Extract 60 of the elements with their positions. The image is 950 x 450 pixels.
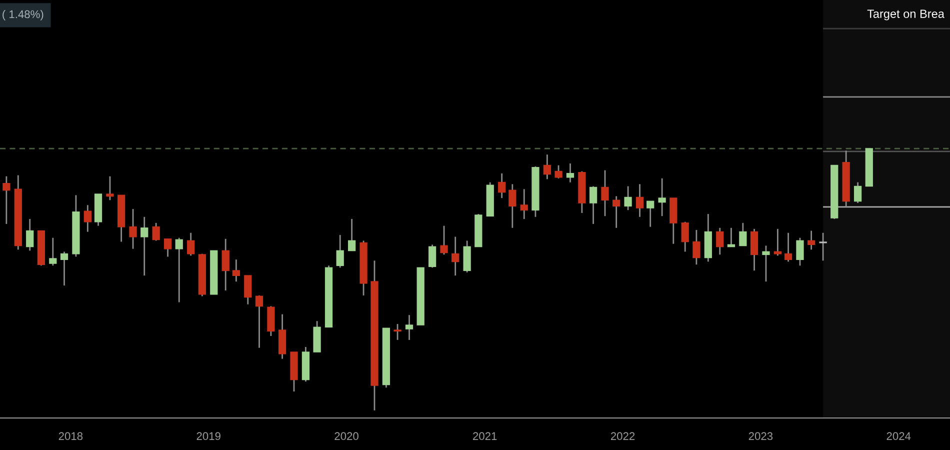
candlestick [244, 274, 252, 306]
candlestick [612, 196, 620, 229]
candlestick [739, 222, 747, 246]
candlestick [49, 237, 57, 266]
candlestick [508, 183, 516, 229]
candlestick [601, 170, 609, 217]
candlestick [222, 238, 230, 292]
candlestick [784, 232, 792, 262]
candlestick [543, 154, 551, 180]
candlestick [255, 294, 264, 348]
candlestick [681, 221, 689, 252]
candlestick [187, 232, 195, 256]
candlestick [129, 208, 137, 250]
x-tick-label: 2018 [58, 432, 83, 440]
candlestick [692, 229, 700, 266]
candlestick [819, 232, 827, 262]
candlestick [762, 244, 770, 282]
candlestick [164, 238, 172, 258]
candlestick [796, 237, 804, 266]
candlestick [26, 218, 34, 252]
candlestick [658, 178, 666, 217]
ref-line-label: Target on Brea [867, 10, 944, 20]
candlestick [2, 176, 10, 225]
candlestick [452, 236, 460, 276]
x-tick-label: 2023 [748, 432, 773, 440]
candlestick [84, 204, 92, 232]
candlestick [498, 172, 506, 199]
candlestick [140, 216, 148, 276]
x-tick-label: 2022 [610, 432, 635, 440]
candlestick [267, 305, 275, 337]
candlestick [750, 228, 758, 272]
text: ( 1.48%) [2, 10, 44, 20]
candlestick [636, 183, 644, 218]
candlestick [463, 240, 471, 274]
candlestick [440, 225, 448, 256]
candlestick [60, 251, 68, 286]
candlestick [336, 234, 344, 268]
x-tick-label: 2019 [196, 432, 220, 440]
candlestick [854, 182, 862, 204]
candlestick [589, 186, 598, 225]
candlestick [175, 237, 183, 303]
candlestick [348, 218, 356, 252]
x-tick-label: 2021 [473, 432, 497, 440]
candlestick [727, 227, 736, 248]
x-tick-label: 2024 [886, 432, 911, 440]
candlestick [405, 314, 414, 341]
candlestick [106, 176, 114, 201]
candlestick [646, 200, 654, 228]
candlestick [520, 188, 528, 220]
candlestick [554, 164, 562, 180]
candlestick [566, 162, 574, 184]
candlestick [152, 222, 160, 242]
candlestick [278, 314, 286, 360]
x-tick-label: 2020 [334, 432, 358, 440]
candlestick [624, 186, 632, 211]
candlestick [807, 230, 816, 250]
candlestick [394, 323, 402, 341]
candlestick [428, 244, 436, 268]
candlestick [232, 258, 240, 282]
candlestick [716, 227, 724, 256]
